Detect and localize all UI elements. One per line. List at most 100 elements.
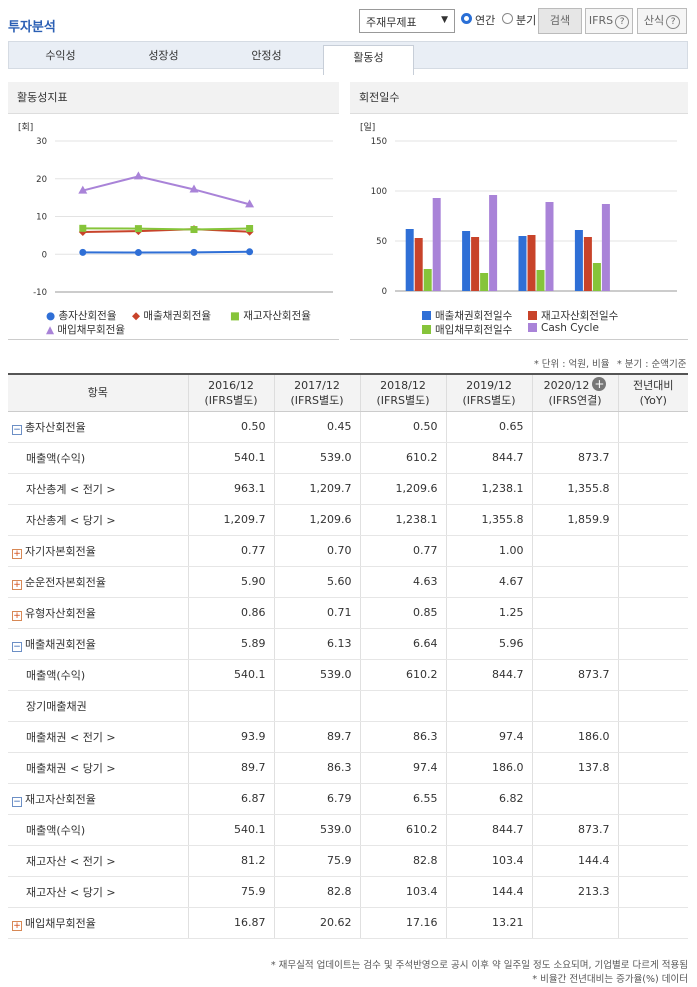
value-cell: 1,209.6 bbox=[359, 473, 446, 505]
bar bbox=[536, 270, 545, 291]
turnover-days-chart: [일] 0501001502016/122017/122018/122019/1… bbox=[360, 122, 677, 297]
value-cell: 610.2 bbox=[359, 442, 446, 474]
tab-profitability[interactable]: 수익성 bbox=[45, 49, 76, 62]
table-row: 매출채권 < 전기 > 93.9 89.7 86.3 97.4 186.0 bbox=[8, 721, 688, 753]
expand-icon[interactable]: + bbox=[12, 920, 22, 931]
value-cell: 6.13 bbox=[273, 628, 360, 660]
row-label-cell: 매출채권 < 당기 > bbox=[8, 752, 188, 784]
turnover-days-panel: 회전일수 [일] 0501001502016/122017/122018/122… bbox=[350, 82, 688, 340]
value-cell: 6.55 bbox=[359, 783, 446, 815]
formula-help-button[interactable]: 산식? bbox=[637, 8, 687, 34]
unit-note: * 단위 : 억원, 비율 bbox=[534, 359, 610, 370]
ifrs-help-button[interactable]: IFRS? bbox=[585, 8, 633, 34]
value-cell bbox=[617, 814, 688, 846]
annual-radio[interactable] bbox=[461, 13, 472, 24]
annual-radio-label: 연간 bbox=[475, 14, 496, 27]
expand-icon[interactable]: + bbox=[12, 548, 22, 559]
tab-activity[interactable]: 활동성 bbox=[323, 45, 414, 75]
value-cell: 0.71 bbox=[273, 597, 360, 629]
value-cell: 89.7 bbox=[273, 721, 360, 753]
value-cell bbox=[273, 690, 360, 722]
page-title: 투자분석 bbox=[8, 20, 56, 35]
left-chart-unit: [회] bbox=[18, 122, 33, 133]
value-cell bbox=[445, 690, 532, 722]
activity-ratio-panel-title: 활동성지표 bbox=[8, 82, 339, 114]
quarter-radio[interactable] bbox=[502, 13, 513, 24]
legend-label: 총자산회전율 bbox=[58, 310, 117, 322]
value-cell bbox=[617, 876, 688, 908]
value-cell: 1,859.9 bbox=[531, 504, 618, 536]
bar bbox=[432, 198, 441, 291]
y-tick-label: 0 bbox=[382, 287, 387, 297]
data-point bbox=[78, 185, 88, 194]
value-cell: 610.2 bbox=[359, 814, 446, 846]
table-row: + 유형자산회전율 0.86 0.71 0.85 1.25 bbox=[8, 597, 688, 629]
collapse-icon[interactable]: − bbox=[12, 796, 22, 807]
tab-growth[interactable]: 성장성 bbox=[148, 49, 179, 62]
row-label: 자산총계 < 당기 > bbox=[26, 513, 116, 527]
value-cell: 97.4 bbox=[359, 752, 446, 784]
row-label-cell: 장기매출채권 bbox=[8, 690, 188, 722]
add-column-icon[interactable]: + bbox=[592, 377, 607, 392]
collapse-icon[interactable]: − bbox=[12, 641, 22, 652]
value-cell: 144.4 bbox=[445, 876, 532, 908]
row-label: 재고자산 < 당기 > bbox=[26, 885, 116, 899]
row-label-cell[interactable]: + 매입채무회전율 bbox=[8, 907, 188, 939]
row-label-cell[interactable]: + 순운전자본회전율 bbox=[8, 566, 188, 598]
row-label: 매출채권 < 당기 > bbox=[26, 761, 116, 775]
value-cell bbox=[617, 783, 688, 815]
bar bbox=[471, 237, 480, 291]
tab-stability[interactable]: 안정성 bbox=[251, 49, 282, 62]
legend-label: 재고자산회전율 bbox=[243, 310, 311, 322]
data-point bbox=[189, 184, 199, 193]
row-label-cell[interactable]: + 자기자본회전율 bbox=[8, 535, 188, 567]
row-label-cell[interactable]: + 유형자산회전율 bbox=[8, 597, 188, 629]
legend-swatch bbox=[528, 311, 537, 320]
value-cell: 186.0 bbox=[445, 752, 532, 784]
value-cell: 540.1 bbox=[187, 442, 274, 474]
value-cell: 103.4 bbox=[445, 845, 532, 877]
y-tick-label: 150 bbox=[371, 137, 387, 147]
search-button[interactable]: 검색 bbox=[538, 8, 582, 34]
value-cell: 213.3 bbox=[531, 876, 618, 908]
expand-icon[interactable]: + bbox=[12, 610, 22, 621]
value-cell: 137.8 bbox=[531, 752, 618, 784]
row-label-cell[interactable]: − 총자산회전율 bbox=[8, 411, 188, 443]
row-label-cell[interactable]: − 매출채권회전율 bbox=[8, 628, 188, 660]
series-line bbox=[82, 175, 250, 206]
y-tick-label: 50 bbox=[376, 237, 387, 247]
value-cell: 13.21 bbox=[445, 907, 532, 939]
row-label-cell[interactable]: − 재고자산회전율 bbox=[8, 783, 188, 815]
value-cell: 0.85 bbox=[359, 597, 446, 629]
value-cell: 873.7 bbox=[531, 442, 618, 474]
header-year: 2016/12 bbox=[208, 378, 254, 392]
row-label: 순운전자본회전율 bbox=[25, 575, 106, 589]
header-2019: 2019/12 (IFRS별도) bbox=[445, 374, 532, 412]
legend-item: ● 총자산회전율 bbox=[46, 308, 116, 323]
collapse-icon[interactable]: − bbox=[12, 424, 22, 435]
data-point bbox=[246, 248, 254, 256]
legend-item: 재고자산회전일수 bbox=[528, 308, 618, 323]
value-cell bbox=[531, 535, 618, 567]
diamond-marker-icon: ◆ bbox=[132, 310, 141, 322]
value-cell: 6.79 bbox=[273, 783, 360, 815]
legend-label: 매입채무회전일수 bbox=[435, 324, 513, 336]
expand-icon[interactable]: + bbox=[12, 579, 22, 590]
value-cell: 0.77 bbox=[359, 535, 446, 567]
value-cell: 0.70 bbox=[273, 535, 360, 567]
value-cell: 89.7 bbox=[187, 752, 274, 784]
header-year: 2017/12 bbox=[294, 378, 340, 392]
value-cell: 103.4 bbox=[359, 876, 446, 908]
value-cell: 1,209.6 bbox=[273, 504, 360, 536]
data-point bbox=[79, 224, 87, 232]
value-cell: 86.3 bbox=[359, 721, 446, 753]
bar bbox=[405, 229, 414, 291]
value-cell: 93.9 bbox=[187, 721, 274, 753]
value-cell: 6.64 bbox=[359, 628, 446, 660]
select-value: 주재무제표 bbox=[366, 16, 417, 29]
circle-marker-icon: ● bbox=[46, 310, 56, 322]
value-cell: 16.87 bbox=[187, 907, 274, 939]
legend-label: 매출채권회전일수 bbox=[435, 310, 513, 322]
statement-type-select[interactable]: 주재무제표 ▼ bbox=[359, 9, 455, 33]
ifrs-button-label: IFRS bbox=[588, 14, 614, 27]
